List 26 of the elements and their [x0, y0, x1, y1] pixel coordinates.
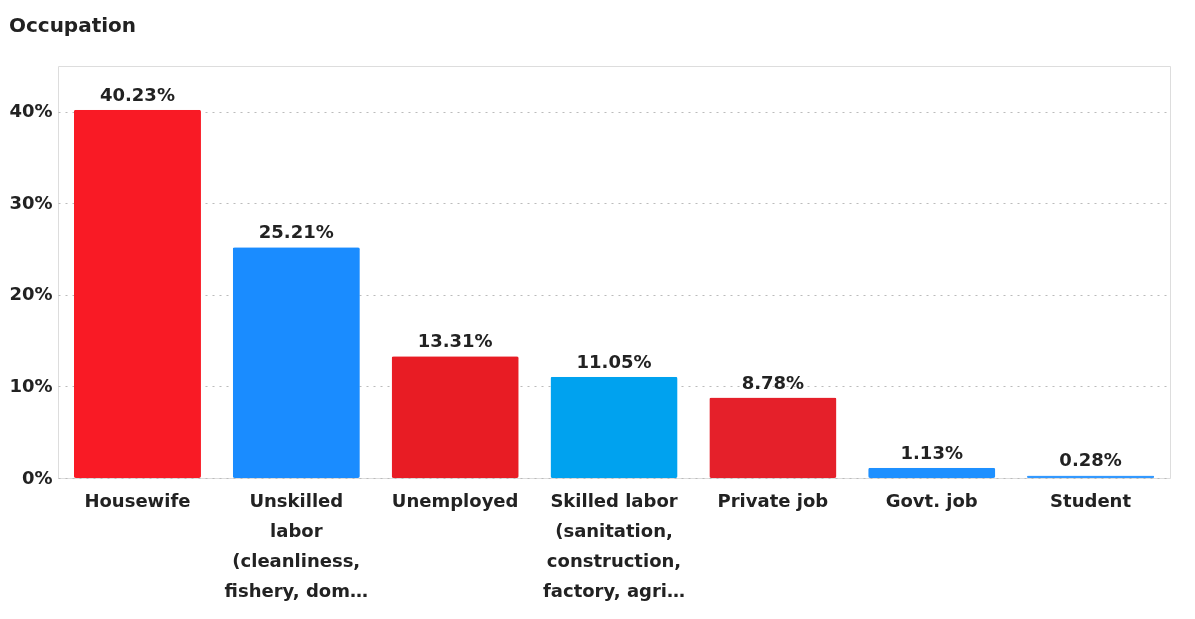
y-tick-label: 30% [9, 191, 53, 213]
x-tick-label: Student [1050, 489, 1132, 511]
bar [391, 356, 519, 478]
bar [868, 467, 996, 478]
data-label: 11.05% [576, 350, 652, 372]
x-tick-label: Skilled labor (sanitation, construction, factory, agri… [542, 489, 686, 601]
y-tick-label: 0% [21, 466, 53, 488]
bar [550, 376, 678, 478]
x-tick-label: Govt. job [885, 489, 978, 511]
data-label: 40.23% [99, 83, 175, 105]
y-tick-label: 20% [9, 283, 53, 305]
data-label: 8.78% [741, 371, 805, 393]
x-tick-label: Unemployed [391, 489, 519, 511]
bar [73, 109, 201, 478]
data-label: 25.21% [258, 221, 334, 243]
x-tick-label: Housewife [84, 489, 191, 511]
y-tick-label: 40% [9, 100, 53, 122]
data-label: 1.13% [900, 441, 963, 463]
bar [232, 247, 360, 478]
x-tick-label: Private job [717, 489, 829, 511]
x-tick-label: Unskilled labor (cleanliness, fishery, dom… [224, 489, 368, 601]
data-label: 13.31% [417, 330, 493, 352]
chart-title: Occupation [8, 13, 137, 37]
y-tick-label: 10% [9, 374, 53, 396]
data-label: 0.28% [1059, 449, 1122, 471]
bar [709, 397, 837, 478]
